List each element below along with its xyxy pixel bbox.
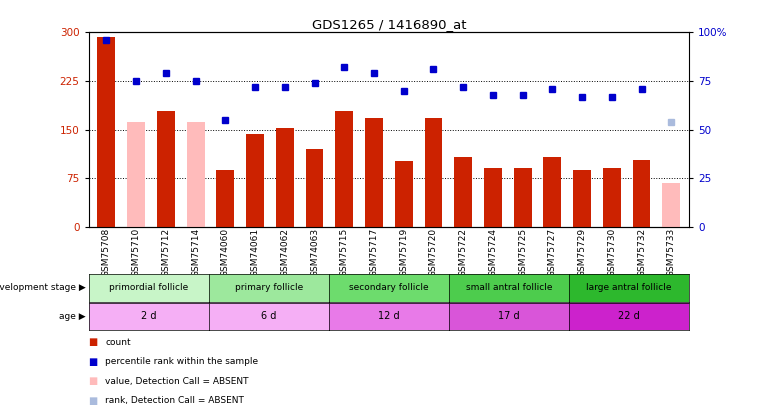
Text: primordial follicle: primordial follicle <box>109 284 188 292</box>
Bar <box>514 168 531 227</box>
Text: 22 d: 22 d <box>618 311 640 321</box>
Bar <box>127 122 145 227</box>
Bar <box>276 128 293 227</box>
Bar <box>216 170 234 227</box>
Text: value, Detection Call = ABSENT: value, Detection Call = ABSENT <box>105 377 249 386</box>
Bar <box>335 111 353 227</box>
Bar <box>157 111 175 227</box>
Text: large antral follicle: large antral follicle <box>586 284 672 292</box>
Bar <box>454 157 472 227</box>
Bar <box>395 161 413 227</box>
Title: GDS1265 / 1416890_at: GDS1265 / 1416890_at <box>312 18 466 31</box>
Text: percentile rank within the sample: percentile rank within the sample <box>105 357 259 366</box>
Text: rank, Detection Call = ABSENT: rank, Detection Call = ABSENT <box>105 396 244 405</box>
Text: secondary follicle: secondary follicle <box>349 284 429 292</box>
Bar <box>365 118 383 227</box>
Text: development stage ▶: development stage ▶ <box>0 284 86 292</box>
Bar <box>186 122 205 227</box>
Bar <box>633 160 651 227</box>
Text: ■: ■ <box>89 376 98 386</box>
Bar <box>544 157 561 227</box>
Text: 12 d: 12 d <box>378 311 400 321</box>
Bar <box>306 149 323 227</box>
Bar <box>662 183 680 227</box>
Text: primary follicle: primary follicle <box>235 284 303 292</box>
Bar <box>246 134 264 227</box>
Text: ■: ■ <box>89 337 98 347</box>
Bar <box>603 168 621 227</box>
Text: 17 d: 17 d <box>498 311 520 321</box>
Text: age ▶: age ▶ <box>59 312 86 321</box>
Text: ■: ■ <box>89 396 98 405</box>
Bar <box>98 37 116 227</box>
Text: small antral follicle: small antral follicle <box>466 284 552 292</box>
Text: count: count <box>105 338 131 347</box>
Bar <box>424 118 443 227</box>
Bar <box>484 168 502 227</box>
Text: 6 d: 6 d <box>261 311 276 321</box>
Bar <box>573 170 591 227</box>
Text: 2 d: 2 d <box>141 311 156 321</box>
Text: ■: ■ <box>89 357 98 367</box>
